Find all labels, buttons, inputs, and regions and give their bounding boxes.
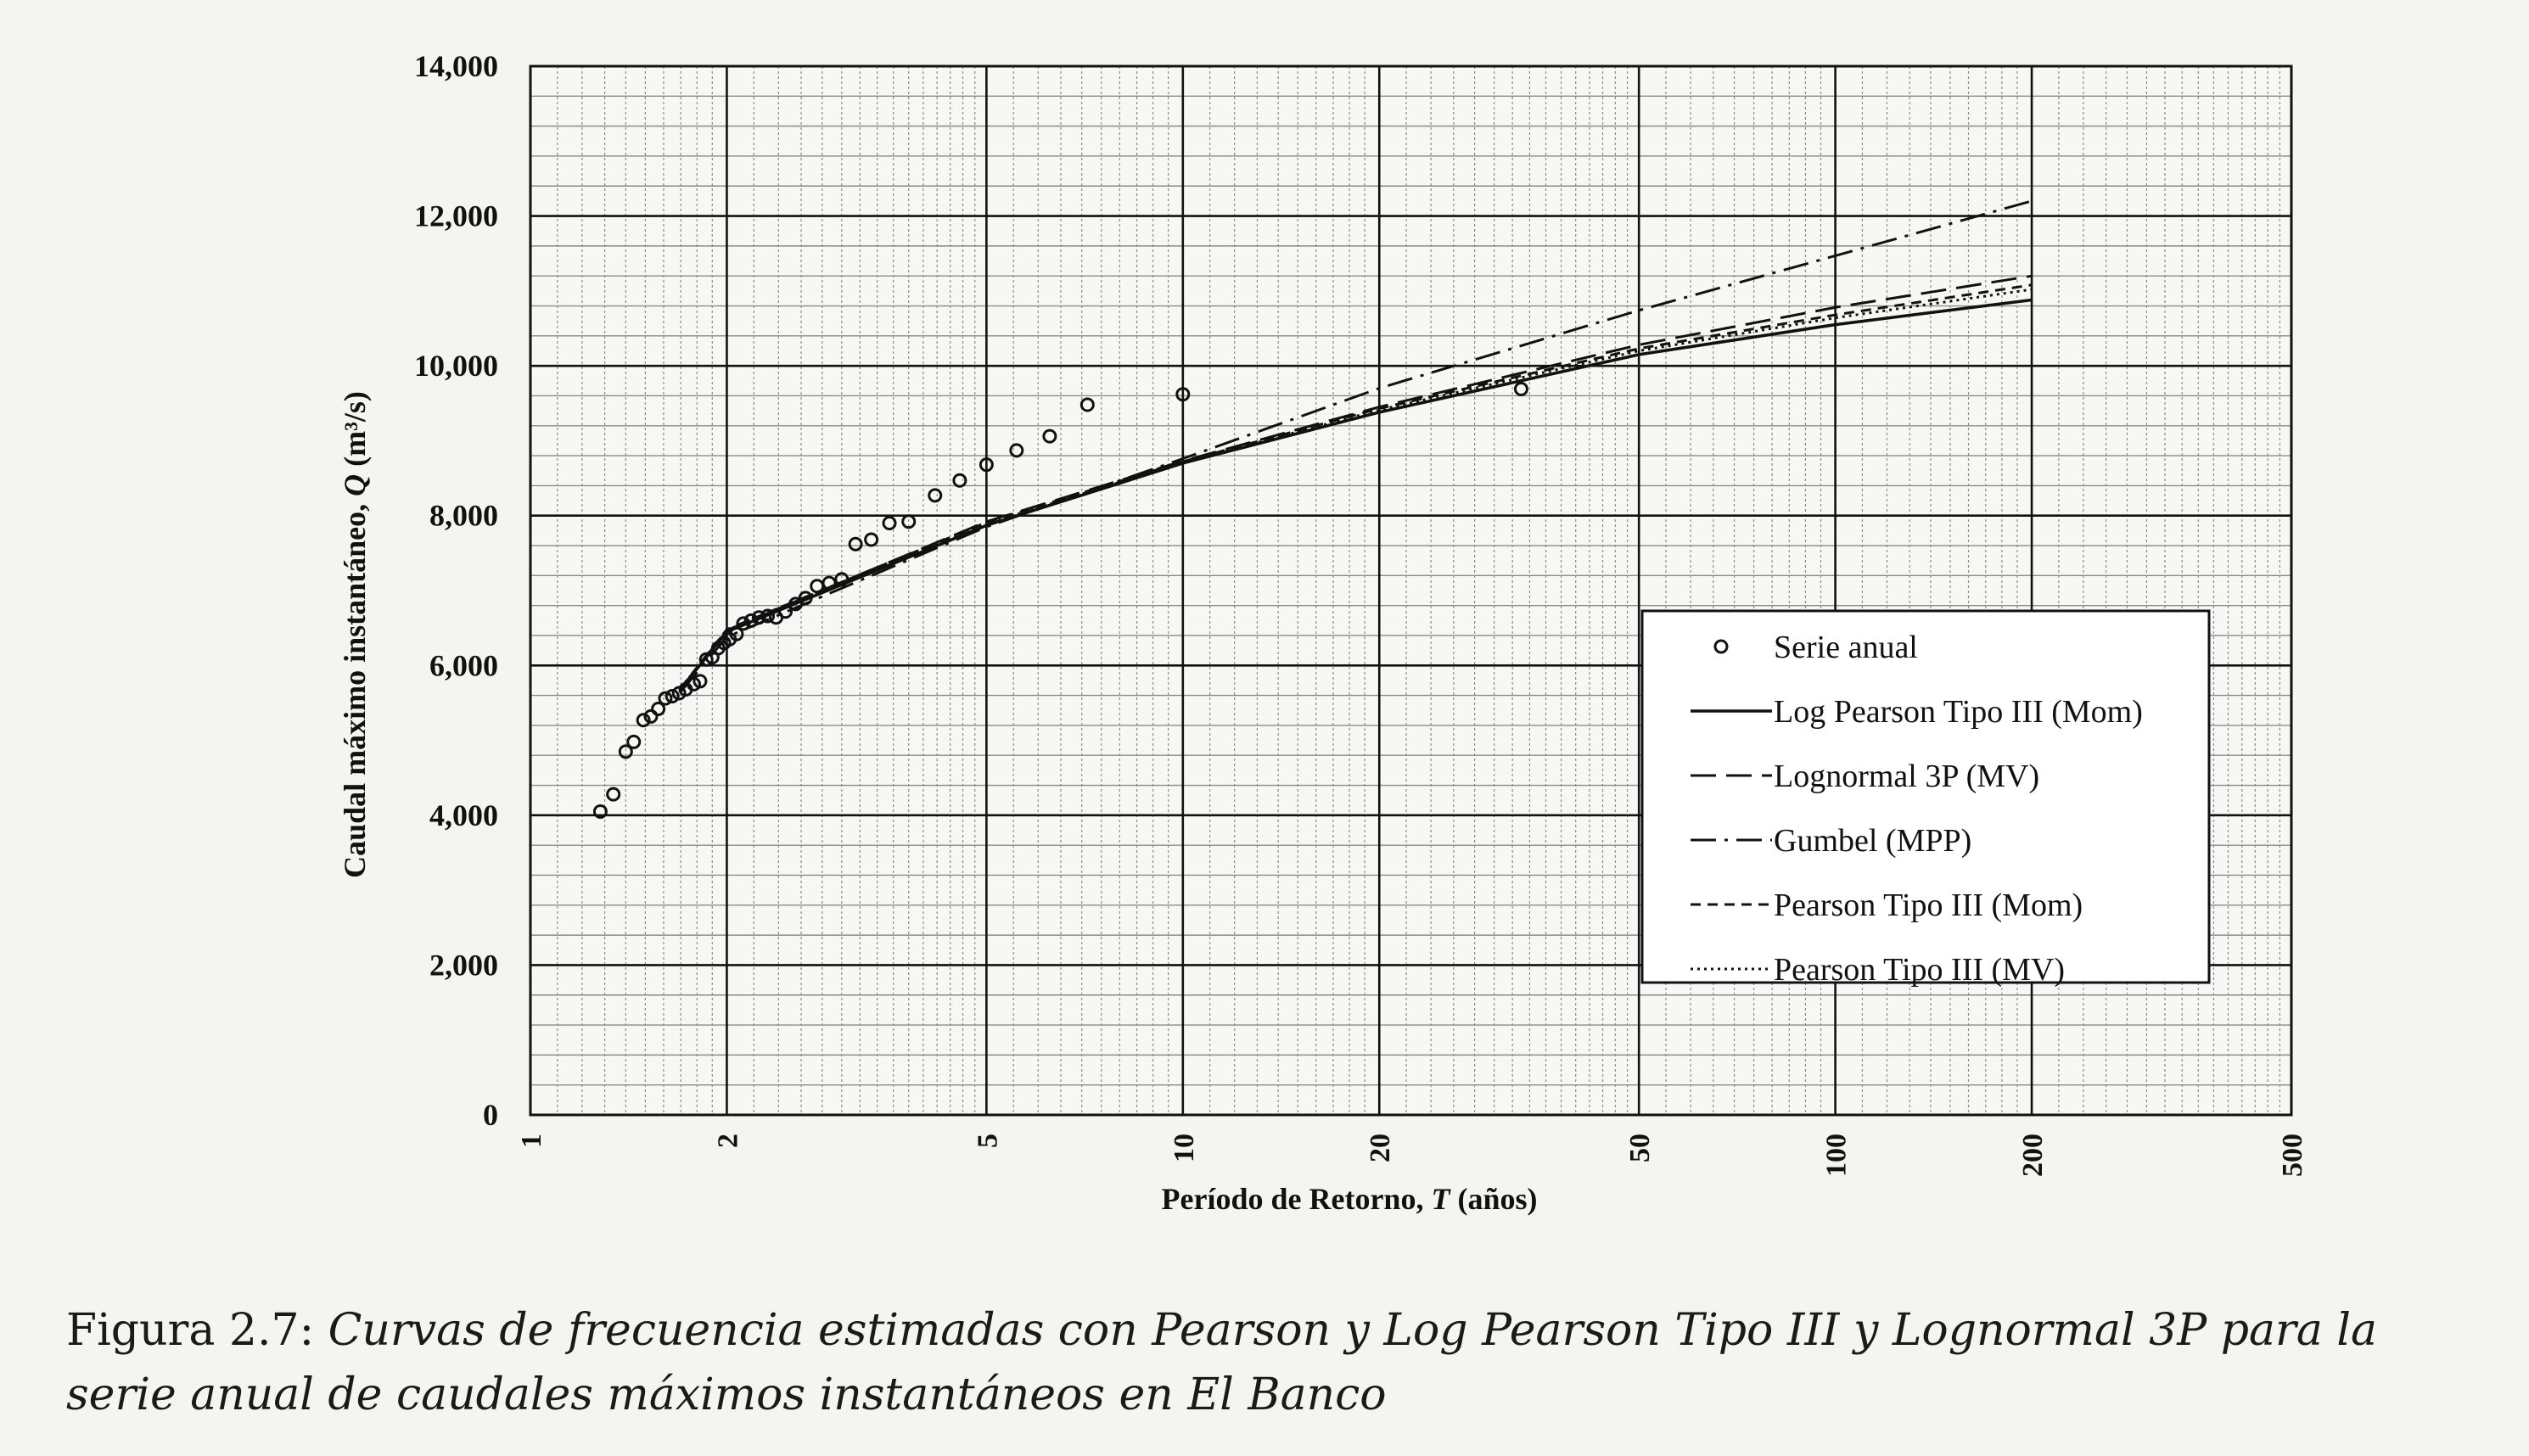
x-axis-label: Período de Retorno, T (años) [1162,1182,1538,1216]
data-point-serie-anual [651,701,666,716]
y-tick-label: 12,000 [414,199,498,233]
caption-label: Figura 2.7: [66,1305,315,1356]
data-point-serie-anual [693,674,708,689]
data-point-serie-anual [952,473,967,488]
series-line-dashdot [680,199,2033,693]
data-point-serie-anual [848,536,863,552]
x-tick-label: 50 [1624,1134,1656,1162]
caption-text-1: Curvas de frecuencia estimadas con Pears… [328,1305,2378,1356]
legend-label: Lognormal 3P (MV) [1774,759,2039,794]
y-axis-label-suffix: (m³/s) [338,391,372,474]
y-tick-label: 10,000 [414,349,498,383]
data-point-serie-anual [618,744,633,759]
data-point-serie-anual [658,691,673,706]
x-tick-label: 100 [1821,1134,1853,1177]
data-point-serie-anual [1042,428,1057,444]
x-tick-label: 10 [1169,1134,1200,1162]
frequency-chart: 02,0004,0006,0008,00010,00012,00014,000 … [338,49,2308,1216]
y-tick-labels: 0 2,000 4,000 6,000 8,000 10,000 12,000 14,000 [414,49,498,1132]
y-tick-label: 2,000 [429,948,498,982]
data-point-serie-anual [729,626,744,641]
data-point-serie-anual [664,688,680,703]
plot-frame [529,64,2293,1117]
legend-label: Log Pearson Tipo III (Mom) [1774,694,2143,730]
caption-line-2: serie anual de caudales máximos instantá… [66,1363,2510,1427]
data-point-serie-anual [1009,443,1024,458]
data-point-serie-anual [636,713,651,728]
y-tick-label: 4,000 [429,798,498,832]
x-tick-label: 5 [972,1134,1003,1148]
data-point-serie-anual [864,532,879,547]
caption-line-1: Figura 2.7: Curvas de frecuencia estimad… [66,1298,2510,1363]
legend: Serie anual Log Pearson Tipo III (Mom) Log… [1640,609,2211,988]
legend-label: Serie anual [1774,630,1918,665]
data-point-serie-anual [743,613,759,628]
x-tick-labels: 1 2 5 10 20 50 100 200 500 [516,1134,2308,1177]
data-point-serie-anual [736,616,751,631]
x-axis-label-prefix: Período de Retorno, [1162,1182,1432,1216]
data-point-serie-anual [626,734,642,749]
x-tick-label: 500 [2277,1134,2308,1177]
y-axis-label-prefix: Caudal máximo instantáneo, [338,496,372,878]
legend-label: Pearson Tipo III (MV) [1774,952,2065,988]
data-point-serie-anual [834,572,850,587]
x-axis-label-suffix: (años) [1450,1182,1537,1216]
legend-label: Gumbel (MPP) [1774,823,1971,859]
y-axis-label: Caudal máximo instantáneo, Q (m³/s) [338,391,372,878]
x-tick-label: 200 [2017,1134,2049,1177]
y-axis-label-var: Q [338,474,372,496]
data-point-serie-anual [1175,387,1191,402]
y-tick-label: 6,000 [429,648,498,682]
x-tick-label: 1 [516,1134,547,1148]
data-point-serie-anual [901,514,917,529]
figure-caption: Figura 2.7: Curvas de frecuencia estimad… [66,1298,2510,1427]
data-point-serie-anual [606,787,621,802]
series-line-dotted [680,288,2033,689]
caption-text-2: serie anual de caudales máximos instantá… [66,1369,1387,1420]
data-point-serie-anual [1513,382,1528,397]
x-tick-label: 20 [1365,1134,1396,1162]
legend-items: Serie anual Log Pearson Tipo III (Mom) Log… [1691,630,2143,988]
legend-label: Pearson Tipo III (Mom) [1774,888,2083,923]
legend-swatch-circle [1713,639,1729,654]
data-point-serie-anual [592,804,608,819]
data-point-serie-anual [822,575,837,591]
data-point-serie-anual [760,608,776,624]
annual-series-points [592,382,1528,819]
data-point-serie-anual [798,591,813,606]
data-point-serie-anual [643,708,659,724]
y-tick-label: 8,000 [429,499,498,533]
data-point-serie-anual [979,457,994,473]
x-axis-label-var: T [1431,1182,1451,1216]
y-tick-label: 14,000 [414,49,498,83]
data-point-serie-anual [751,610,766,625]
x-tick-label: 2 [712,1134,743,1148]
data-point-serie-anual [882,516,897,531]
data-point-serie-anual [1079,397,1095,412]
y-tick-label: 0 [483,1098,498,1132]
data-point-serie-anual [928,488,943,503]
legend-box [1640,609,2211,984]
data-point-serie-anual [778,604,793,619]
